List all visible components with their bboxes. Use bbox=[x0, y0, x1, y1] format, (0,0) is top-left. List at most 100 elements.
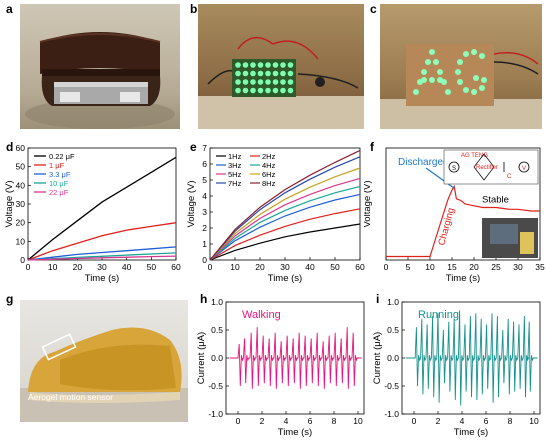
led-b bbox=[272, 70, 279, 77]
panel-letter-e: e bbox=[190, 140, 197, 154]
legend-label: 22 μF bbox=[49, 188, 69, 197]
x-tick-label: 0 bbox=[26, 262, 31, 272]
led-b bbox=[280, 79, 286, 85]
y-tick-label: 30 bbox=[16, 199, 26, 209]
x-tick-label: 15 bbox=[447, 262, 457, 272]
x-tick-label: 5 bbox=[406, 262, 411, 272]
series-line bbox=[209, 156, 361, 261]
led-c bbox=[425, 59, 431, 65]
annotation-stable: Stable bbox=[482, 195, 509, 206]
x-tick-label: 50 bbox=[147, 262, 157, 272]
x-tick-label: 20 bbox=[469, 262, 479, 272]
y-tick-label: 40 bbox=[16, 180, 26, 190]
panel-letter-d: d bbox=[6, 140, 14, 154]
led-b bbox=[250, 62, 256, 68]
led-b bbox=[280, 62, 286, 68]
led-c bbox=[473, 75, 479, 81]
y-tick-label: 50 bbox=[16, 162, 26, 172]
circuit-inset: S AG TENG Rectifier C V bbox=[443, 149, 539, 185]
x-tick-label: 10 bbox=[48, 262, 58, 272]
led-b bbox=[265, 62, 271, 68]
led-c bbox=[429, 77, 435, 83]
led-b bbox=[287, 79, 294, 85]
x-tick-label: 8 bbox=[508, 416, 513, 426]
panel-letter-f: f bbox=[370, 140, 374, 154]
inset-photo-screen bbox=[490, 224, 518, 244]
led-b bbox=[272, 79, 279, 85]
panel-letter-h: h bbox=[200, 292, 208, 306]
x-tick-label: 20 bbox=[73, 262, 83, 272]
led-b bbox=[257, 87, 264, 94]
current-trace bbox=[405, 310, 538, 406]
legend-label: 8Hz bbox=[262, 179, 276, 188]
led-c bbox=[457, 79, 463, 85]
y-tick-label: 3 bbox=[202, 207, 207, 217]
circuit-v: V bbox=[522, 166, 526, 172]
circuit-box bbox=[443, 149, 539, 185]
led-b bbox=[235, 79, 241, 85]
x-tick-label: 6 bbox=[308, 416, 313, 426]
panel-letter-b: b bbox=[190, 2, 198, 16]
x-axis-label: Time (s) bbox=[454, 427, 488, 438]
y-axis-label: Voltage (V) bbox=[4, 181, 15, 228]
chart-f: 0 5 10 15 20 25 30 35 Time (s) Voltage (V) Dischar… bbox=[364, 147, 545, 284]
y-axis-label: Current (μA) bbox=[196, 332, 207, 384]
led-c bbox=[433, 59, 439, 65]
legend-label: 7Hz bbox=[228, 179, 242, 188]
y-tick-label: 0 bbox=[20, 255, 25, 265]
x-tick-label: 8 bbox=[332, 416, 337, 426]
led-b bbox=[242, 79, 249, 85]
y-tick-label: 5 bbox=[202, 175, 207, 185]
y-tick-label: 10 bbox=[16, 236, 26, 246]
x-axis-label: Time (s) bbox=[268, 273, 302, 284]
led-b bbox=[242, 70, 249, 77]
led-b bbox=[287, 87, 294, 94]
series-line bbox=[209, 208, 361, 261]
led-c bbox=[471, 89, 477, 95]
chart-e: 0 10 20 30 40 50 60 0 1 2 3 4 5 6 7 Time (s) Voltage (V)… bbox=[186, 143, 365, 284]
x-tick-label: 6 bbox=[484, 416, 489, 426]
led-b bbox=[250, 70, 256, 77]
led-b bbox=[235, 70, 241, 77]
panel-letter-g: g bbox=[6, 292, 14, 306]
x-tick-label: 30 bbox=[513, 262, 523, 272]
x-tick-label: 30 bbox=[280, 262, 290, 272]
x-tick-label: 50 bbox=[330, 262, 340, 272]
chart-d: 0 10 20 30 40 50 60 0 10 20 30 40 50 60 Time (s) Voltag… bbox=[4, 143, 181, 284]
panel-letter-a: a bbox=[6, 2, 13, 16]
legend-label: 2Hz bbox=[262, 152, 276, 161]
y-axis-label: Current (μA) bbox=[372, 332, 383, 384]
legend-label: 3Hz bbox=[228, 161, 242, 170]
x-tick-label: 60 bbox=[171, 262, 181, 272]
led-b bbox=[272, 87, 279, 94]
led-c bbox=[445, 89, 451, 95]
x-tick-label: 20 bbox=[255, 262, 265, 272]
legend-label: 1Hz bbox=[228, 152, 242, 161]
y-tick-label: 60 bbox=[16, 143, 26, 153]
chart-title: Walking bbox=[242, 309, 281, 321]
y-tick-label: 0.0 bbox=[387, 353, 399, 363]
led-b bbox=[280, 87, 286, 94]
y-axis-label: Voltage (V) bbox=[186, 181, 197, 228]
y-tick-label: 4 bbox=[202, 191, 207, 201]
led-b bbox=[235, 87, 241, 94]
led-b bbox=[265, 70, 271, 77]
circuit-s: S bbox=[452, 166, 456, 172]
series-line bbox=[209, 223, 361, 261]
led-b bbox=[272, 62, 279, 68]
led-b bbox=[265, 79, 271, 85]
led-c bbox=[463, 51, 469, 57]
led-c bbox=[421, 69, 427, 75]
led-c bbox=[455, 69, 461, 75]
x-tick-label: 2 bbox=[260, 416, 265, 426]
led-b bbox=[287, 70, 294, 77]
source-symbol bbox=[448, 161, 460, 173]
chart-title: Running bbox=[418, 309, 459, 321]
legend-label: 4Hz bbox=[262, 161, 276, 170]
led-c bbox=[421, 77, 427, 83]
led-b bbox=[265, 87, 271, 94]
g-aerogel-label: Aerogel motion sensor bbox=[28, 392, 113, 402]
led-c bbox=[437, 69, 443, 75]
series-line bbox=[209, 177, 361, 261]
circuit-rectifier: Rectifier bbox=[476, 165, 498, 171]
